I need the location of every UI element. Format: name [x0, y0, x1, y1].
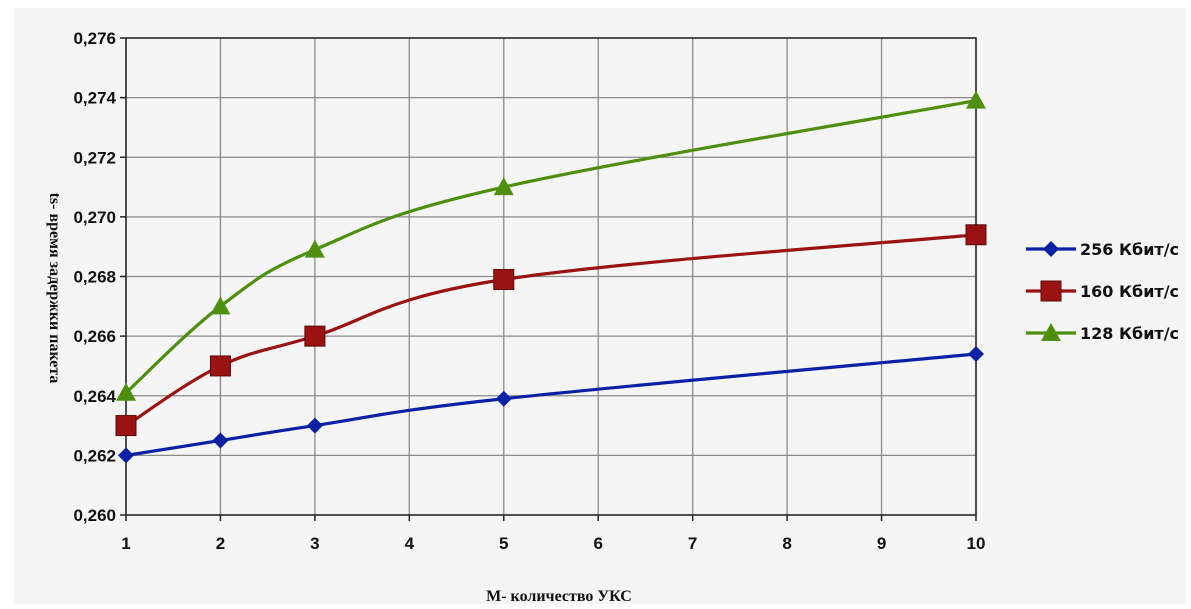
- x-axis-title: M- количество УКС: [486, 588, 632, 604]
- legend-label: 256 Кбит/с: [1080, 240, 1179, 259]
- x-tick-label: 7: [688, 534, 697, 553]
- line-chart: 0,260 0,262 0,264 0,266 0,268 0,270 0,272 0,274…: [46, 29, 1179, 604]
- data-point-square: [115, 415, 137, 437]
- series-3: [116, 90, 986, 401]
- data-point-square: [304, 325, 326, 347]
- y-tick-label: 0,272: [73, 148, 116, 167]
- data-point-triangle: [966, 90, 986, 109]
- x-tick-label: 8: [782, 534, 791, 553]
- x-tick-label: 4: [405, 534, 415, 553]
- y-axis-ticks: 0,260 0,262 0,264 0,266 0,268 0,270 0,272 0,274…: [73, 29, 126, 525]
- legend-marker-triangle: [1041, 323, 1061, 341]
- grid: [125, 37, 977, 516]
- x-tick-label: 10: [967, 534, 986, 553]
- data-point-triangle: [493, 177, 514, 196]
- legend: 256 Кбит/с 160 Кбит/с 128 Кбит/с: [1026, 240, 1179, 343]
- data-point-triangle: [304, 239, 325, 258]
- y-tick-label: 0,260: [73, 506, 116, 525]
- legend-item: 160 Кбит/с: [1026, 280, 1179, 302]
- y-tick-label: 0,262: [73, 446, 116, 465]
- legend-marker-diamond: [1043, 241, 1059, 257]
- series-line: [125, 233, 977, 427]
- series-line: [124, 99, 977, 394]
- x-tick-label: 3: [310, 534, 319, 553]
- data-point-diamond: [306, 417, 323, 434]
- x-tick-label: 5: [499, 534, 508, 553]
- series-1: [118, 346, 984, 464]
- y-tick-label: 0,266: [73, 327, 116, 346]
- legend-item: 256 Кбит/с: [1026, 240, 1179, 259]
- y-tick-label: 0,274: [73, 89, 116, 108]
- x-tick-label: 9: [877, 534, 886, 553]
- data-point-triangle: [116, 382, 136, 401]
- data-point-square: [493, 268, 515, 290]
- y-tick-label: 0,270: [73, 208, 116, 227]
- legend-item: 128 Кбит/с: [1026, 323, 1179, 343]
- y-axis-title: ts- время задержки пакета: [46, 193, 63, 384]
- x-tick-label: 1: [121, 534, 130, 553]
- x-axis-ticks: 1 2 3 4 5 6 7 8 9 10: [121, 515, 985, 553]
- y-tick-label: 0,264: [73, 387, 116, 406]
- series-2: [115, 224, 987, 437]
- legend-label: 128 Кбит/с: [1080, 324, 1179, 343]
- series-layer: [115, 90, 987, 464]
- chart-frame: 0,260 0,262 0,264 0,266 0,268 0,270 0,272 0,274…: [14, 8, 1186, 604]
- data-point-diamond: [968, 346, 984, 363]
- y-tick-label: 0,276: [73, 29, 116, 48]
- data-point-triangle: [210, 296, 231, 315]
- data-point-square: [209, 355, 231, 377]
- y-tick-label: 0,268: [73, 268, 116, 287]
- legend-label: 160 Кбит/с: [1080, 282, 1179, 301]
- x-tick-label: 2: [216, 534, 225, 553]
- data-point-diamond: [495, 390, 512, 407]
- legend-marker-square: [1040, 280, 1062, 302]
- x-tick-label: 6: [593, 534, 602, 553]
- data-point-diamond: [118, 447, 134, 464]
- data-point-diamond: [212, 432, 229, 449]
- data-point-square: [965, 224, 987, 246]
- series-line: [125, 352, 977, 457]
